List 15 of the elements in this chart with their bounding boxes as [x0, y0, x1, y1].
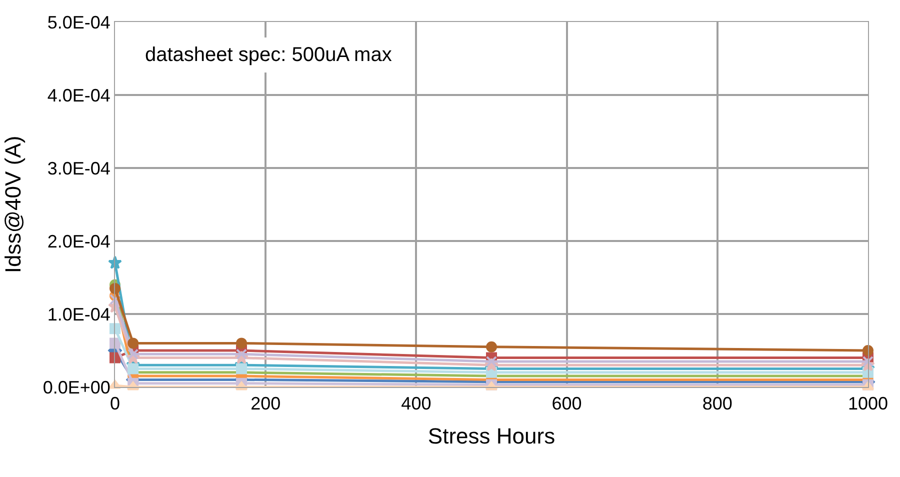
x-tick-label: 600	[552, 394, 582, 414]
x-tick-label: 400	[401, 394, 432, 414]
y-axis-title: Idss@40V (A)	[0, 136, 26, 274]
x-tick-label: 0	[110, 394, 120, 414]
x-axis-title: Stress Hours	[428, 424, 556, 448]
y-tick-label: 3.0E-04	[47, 158, 110, 178]
y-tick-label: 2.0E-04	[47, 231, 110, 252]
x-tick-label: 200	[250, 394, 281, 414]
y-tick-label: 1.0E-04	[47, 304, 110, 324]
y-tick-label: 5.0E-04	[47, 12, 110, 32]
annotation: datasheet spec: 500uA max	[145, 44, 392, 66]
y-tick-label: 0.0E+00	[42, 377, 110, 398]
y-tick-label: 4.0E-04	[47, 85, 110, 106]
x-tick-label: 1000	[848, 394, 888, 414]
x-tick-label: 800	[702, 394, 732, 414]
